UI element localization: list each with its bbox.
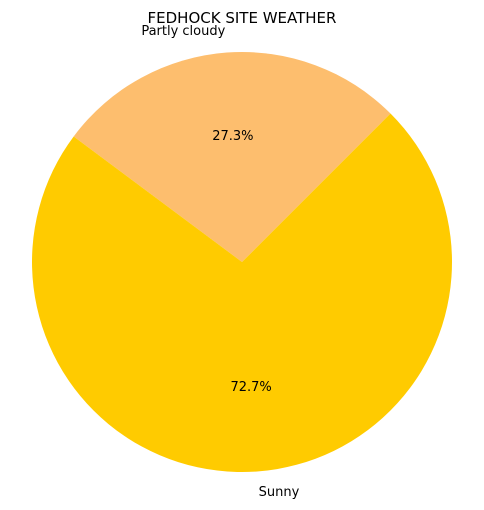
slice-label-sunny: Sunny — [259, 485, 300, 500]
pie-slice-partly-cloudy — [73, 51, 391, 263]
pie-slice-sunny — [32, 113, 452, 472]
chart-title: FEDHOCK SITE WEATHER — [148, 9, 337, 27]
pie-labels: Partly cloudy 27.3% Sunny 72.7% — [141, 24, 299, 500]
slice-percent-sunny: 72.7% — [230, 380, 271, 395]
slice-percent-partly-cloudy: 27.3% — [212, 129, 253, 144]
slice-label-partly-cloudy: Partly cloudy — [141, 24, 225, 39]
pie-slices — [32, 51, 452, 472]
